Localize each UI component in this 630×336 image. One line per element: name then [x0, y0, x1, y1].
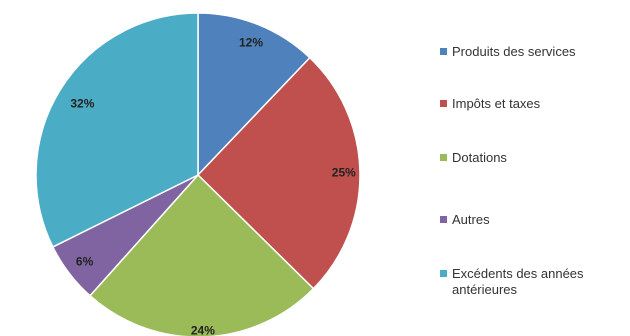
- legend-label: Excédents des années antérieures: [452, 266, 584, 297]
- pie-slice-1: [197, 12, 311, 177]
- legend-label: Impôts et taxes: [452, 96, 541, 111]
- slice-label-3: 24%: [191, 323, 215, 336]
- pie-slice-5: [35, 12, 199, 248]
- legend-label: Autres: [452, 212, 490, 227]
- legend-swatch: [440, 100, 447, 107]
- legend-swatch: [440, 216, 447, 223]
- legend-item-autres: Autres: [440, 212, 490, 228]
- legend-item-excedents: Excédents des années antérieures: [440, 266, 625, 298]
- legend-item-dotations: Dotations: [440, 150, 507, 166]
- slice-label-5: 32%: [70, 96, 94, 110]
- legend-label: Produits des services: [452, 44, 576, 59]
- legend-swatch: [440, 154, 447, 161]
- slice-label-4: 6%: [76, 254, 94, 268]
- legend-swatch: [440, 48, 447, 55]
- legend-label: Dotations: [452, 150, 507, 165]
- slice-label-1: 12%: [239, 36, 263, 50]
- pie-slice-3: [88, 173, 315, 336]
- pie-slices: [35, 12, 361, 336]
- legend-item-produits-des-services: Produits des services: [440, 44, 576, 60]
- pie-slice-2: [196, 56, 361, 290]
- slice-label-2: 25%: [332, 166, 356, 180]
- slice-labels: 12% 25% 24% 6% 32%: [70, 36, 356, 336]
- legend-item-impots-et-taxes: Impôts et taxes: [440, 96, 540, 112]
- legend-swatch: [440, 270, 447, 277]
